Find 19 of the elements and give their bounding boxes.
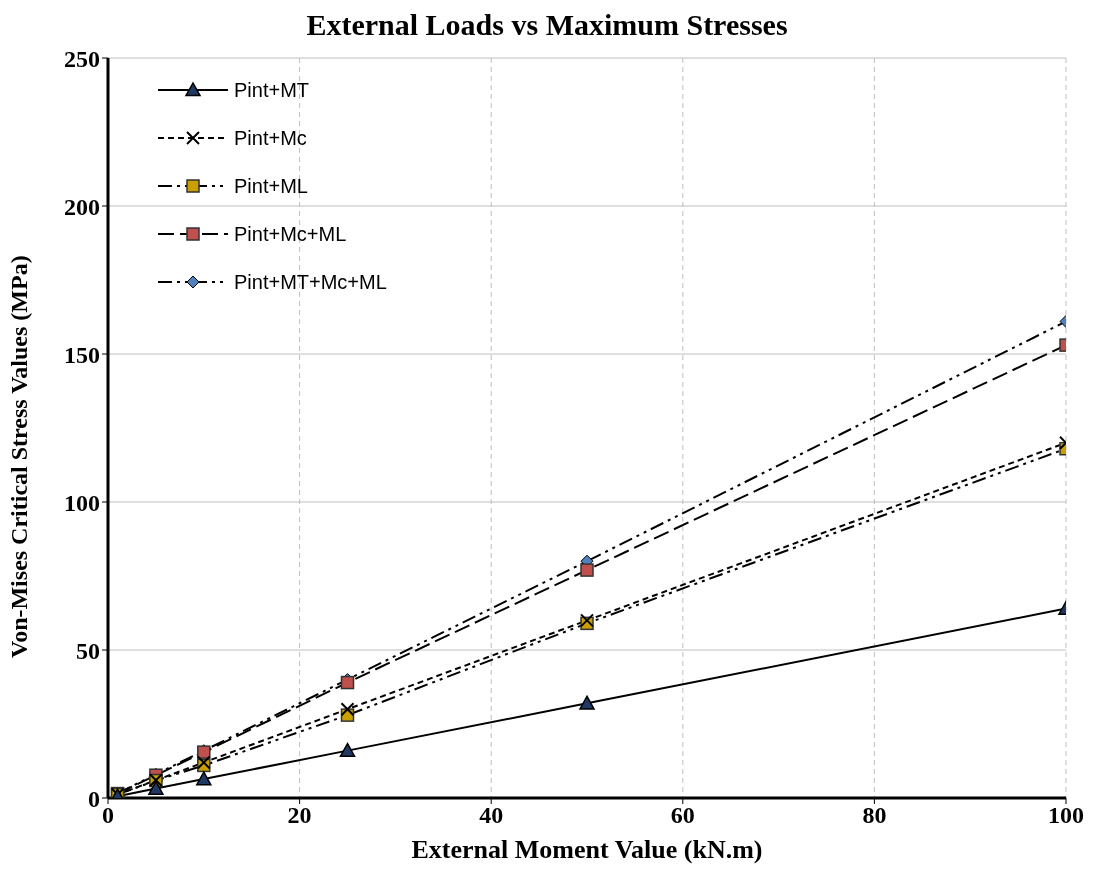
x-tick-label: 20	[287, 802, 312, 829]
y-tick-label: 150	[64, 341, 100, 368]
y-tick-label: 100	[64, 489, 100, 516]
y-axis-title: Von-Mises Critical Stress Values (MPa)	[5, 255, 32, 658]
x-tick-label: 80	[862, 802, 887, 829]
y-tick-label: 50	[76, 637, 100, 664]
legend-label: Pint+MT	[234, 78, 310, 102]
x-axis-title: External Moment Value (kN.m)	[411, 835, 763, 864]
legend-label: Pint+Mc	[234, 126, 307, 150]
y-tick-label: 0	[88, 785, 100, 812]
legend-label: Pint+Mc+ML	[234, 222, 347, 246]
legend-label: Pint+ML	[234, 174, 308, 198]
y-tick-label: 200	[64, 193, 100, 220]
chart-title: External Loads vs Maximum Stresses	[306, 8, 788, 41]
x-tick-label: 60	[670, 802, 695, 829]
y-tick-label: 250	[64, 45, 100, 72]
legend-label: Pint+MT+Mc+ML	[234, 270, 387, 294]
x-tick-label: 100	[1048, 802, 1084, 829]
x-tick-label: 40	[479, 802, 504, 829]
